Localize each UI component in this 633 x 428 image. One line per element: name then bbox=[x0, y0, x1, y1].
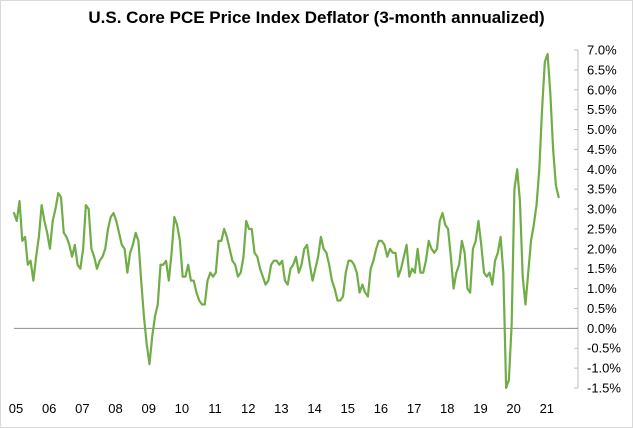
y-tick-label: 2.0% bbox=[587, 241, 617, 256]
x-tick-label: 06 bbox=[42, 401, 56, 416]
x-tick-label: 19 bbox=[473, 401, 487, 416]
y-tick-label: -1.5% bbox=[587, 381, 621, 396]
x-tick-label: 11 bbox=[208, 401, 222, 416]
x-tick-label: 20 bbox=[506, 401, 520, 416]
y-tick-label: 2.5% bbox=[587, 221, 617, 236]
y-tick-label: 3.5% bbox=[587, 182, 617, 197]
y-tick-label: 1.5% bbox=[587, 261, 617, 276]
y-tick-label: -1.0% bbox=[587, 361, 621, 376]
x-tick-label: 13 bbox=[274, 401, 288, 416]
x-tick-label: 14 bbox=[307, 401, 321, 416]
x-tick-label: 07 bbox=[75, 401, 89, 416]
y-tick-label: 5.5% bbox=[587, 102, 617, 117]
y-tick-label: 5.0% bbox=[587, 122, 617, 137]
x-tick-label: 16 bbox=[374, 401, 388, 416]
y-tick-label: 1.0% bbox=[587, 281, 617, 296]
y-tick-label: 4.5% bbox=[587, 142, 617, 157]
y-tick-label: 3.0% bbox=[587, 202, 617, 217]
series-line bbox=[12, 52, 560, 390]
x-tick-label: 09 bbox=[141, 401, 155, 416]
x-tick-label: 21 bbox=[540, 401, 554, 416]
y-tick-label: 0.0% bbox=[587, 321, 617, 336]
series-layer bbox=[12, 52, 560, 390]
x-tick-label: 12 bbox=[241, 401, 255, 416]
x-tick-label: 15 bbox=[341, 401, 355, 416]
x-tick-label: 05 bbox=[9, 401, 23, 416]
x-tick-label: 18 bbox=[440, 401, 454, 416]
x-tick-labels: 05 06 07 08 09 10 11 12 13 14 15 16 17 18 19 20 21 bbox=[9, 401, 554, 416]
chart-axes bbox=[14, 49, 579, 389]
y-tick-label: 6.5% bbox=[587, 62, 617, 77]
x-tick-label: 10 bbox=[175, 401, 189, 416]
chart-title: U.S. Core PCE Price Index Deflator (3-mo… bbox=[88, 8, 545, 27]
y-tick-label: 4.0% bbox=[587, 162, 617, 177]
y-tick-labels: -1.5% -1.0% -0.5% 0.0% 0.5% 1.0% 1.5% 2.0% 2.5% 3… bbox=[587, 43, 621, 396]
y-tick-label: -0.5% bbox=[587, 341, 621, 356]
y-tick-label: 0.5% bbox=[587, 301, 617, 316]
x-tick-label: 08 bbox=[108, 401, 122, 416]
x-tick-label: 17 bbox=[407, 401, 421, 416]
y-tick-label: 6.0% bbox=[587, 82, 617, 97]
y-tick-label: 7.0% bbox=[587, 43, 617, 58]
